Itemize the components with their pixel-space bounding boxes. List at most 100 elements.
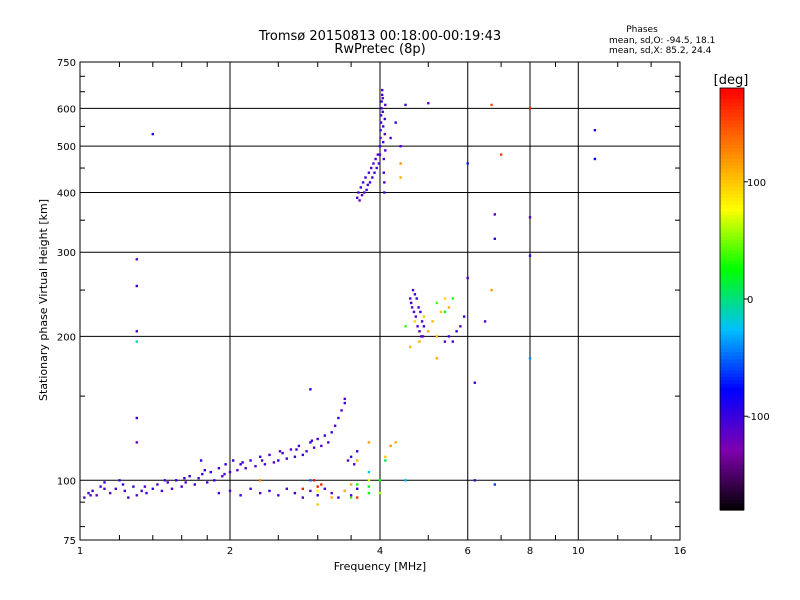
data-point	[213, 479, 216, 482]
y-tick-label: 400	[57, 188, 76, 199]
data-point	[356, 459, 359, 462]
data-point	[373, 171, 376, 174]
colorbar-segment	[720, 393, 744, 399]
data-point	[109, 491, 112, 495]
data-point	[410, 306, 414, 309]
colorbar-segment	[720, 112, 744, 117]
data-point	[135, 416, 138, 420]
data-point	[316, 437, 319, 441]
colorbar-segment	[720, 232, 744, 237]
data-point	[277, 459, 280, 462]
colorbar-segment	[720, 281, 744, 286]
data-point	[427, 102, 430, 105]
data-point	[435, 357, 438, 360]
colorbar-segment	[720, 390, 744, 395]
data-point	[281, 451, 284, 455]
data-point	[493, 237, 496, 240]
data-point	[95, 494, 98, 497]
colorbar-segment	[720, 182, 744, 188]
data-point	[259, 491, 262, 495]
data-point	[420, 320, 424, 323]
colorbar-segment	[720, 411, 744, 416]
data-point	[389, 444, 392, 448]
data-point	[399, 162, 402, 165]
colorbar-segment	[720, 499, 744, 504]
colorbar-segment	[720, 376, 744, 381]
chart-title: Tromsø 20150813 00:18:00-00:19:43	[258, 29, 501, 44]
data-point	[528, 357, 532, 360]
colorbar-segment	[720, 204, 744, 209]
colorbar-segment	[720, 330, 744, 335]
data-point	[295, 448, 298, 451]
data-point	[83, 496, 86, 499]
data-point	[378, 491, 382, 495]
colorbar-segment	[720, 274, 744, 279]
data-point	[364, 176, 367, 179]
colorbar-tick-label: -100	[747, 412, 770, 423]
data-point	[349, 494, 353, 497]
data-point	[367, 479, 371, 482]
data-point	[232, 459, 235, 462]
data-point	[357, 191, 360, 194]
colorbar-segment	[720, 267, 744, 272]
data-point	[383, 191, 386, 194]
data-point	[340, 409, 343, 412]
data-point	[451, 297, 454, 300]
colorbar-segment	[720, 161, 744, 166]
data-point	[180, 485, 183, 488]
colorbar-segment	[720, 351, 744, 356]
data-point	[382, 157, 385, 161]
colorbar-segment	[720, 263, 744, 268]
data-point	[241, 461, 244, 464]
colorbar-segment	[720, 320, 744, 325]
data-point	[103, 481, 106, 484]
data-point	[89, 494, 92, 497]
colorbar-segment	[720, 492, 744, 497]
colorbar-segment	[720, 383, 744, 388]
data-point	[419, 310, 422, 314]
colorbar-segment	[720, 502, 744, 508]
colorbar-segment	[720, 284, 744, 290]
data-point	[349, 455, 353, 458]
data-point	[228, 489, 232, 493]
colorbar-segment	[720, 186, 744, 191]
data-point	[384, 459, 387, 462]
colorbar-segment	[720, 130, 744, 135]
data-point	[316, 494, 319, 497]
data-point	[160, 489, 164, 493]
x-tick-label: 4	[377, 546, 383, 557]
x-tick-label: 16	[674, 546, 687, 557]
colorbar-segment	[720, 327, 744, 332]
y-tick-label: 300	[57, 248, 76, 259]
data-point	[363, 191, 366, 194]
data-point	[384, 149, 387, 152]
data-point	[420, 335, 423, 338]
data-point	[493, 483, 496, 486]
data-point	[382, 140, 385, 144]
colorbar-segment	[720, 133, 744, 138]
colorbar-segment	[720, 288, 744, 293]
data-point	[413, 320, 417, 323]
data-point	[435, 301, 438, 305]
data-point	[183, 477, 186, 480]
data-point	[493, 213, 496, 216]
data-point	[394, 441, 397, 444]
data-point	[309, 489, 312, 493]
colorbar-segment	[720, 471, 744, 476]
data-point	[320, 483, 323, 486]
data-point	[443, 310, 447, 314]
colorbar-tick-label: 0	[747, 295, 753, 306]
data-point	[330, 431, 333, 434]
colorbar-segment	[720, 369, 744, 374]
data-point	[309, 441, 312, 444]
stats-header: Phases	[626, 25, 658, 35]
data-point	[371, 176, 374, 179]
data-point	[163, 479, 166, 482]
data-point	[135, 284, 138, 288]
x-axis-label: Frequency [MHz]	[334, 560, 426, 573]
data-point	[239, 463, 242, 466]
data-point	[499, 153, 503, 156]
data-point	[380, 100, 383, 103]
data-point	[379, 114, 383, 117]
